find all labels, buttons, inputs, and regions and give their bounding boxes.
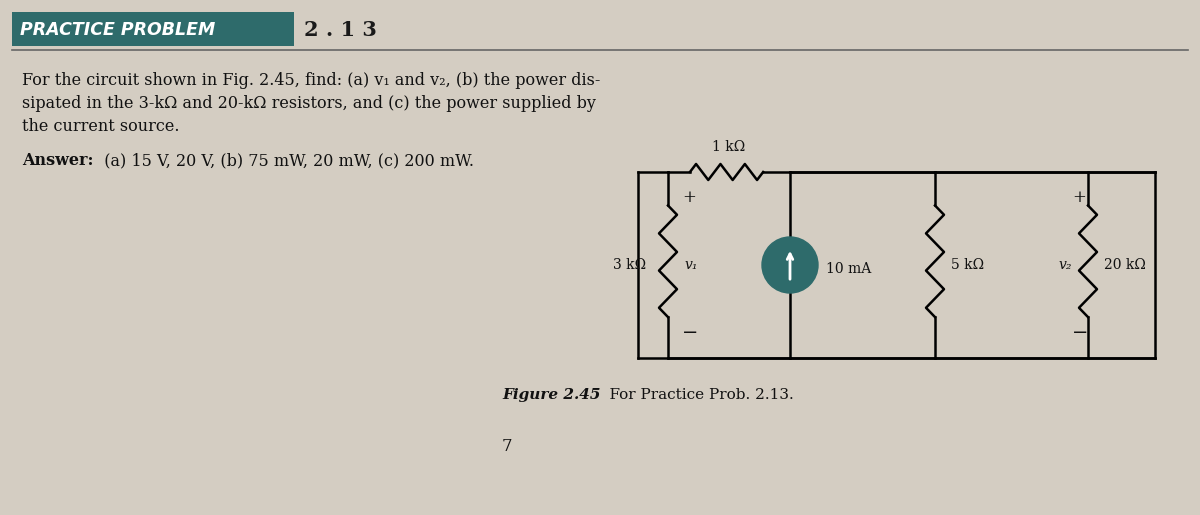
Text: Figure 2.45: Figure 2.45 [502, 388, 600, 402]
Text: 5 kΩ: 5 kΩ [952, 258, 984, 272]
Text: v₁: v₁ [684, 258, 697, 272]
Text: 20 kΩ: 20 kΩ [1104, 258, 1146, 272]
Text: 7: 7 [502, 438, 512, 455]
Text: the current source.: the current source. [22, 118, 180, 135]
Text: 1 kΩ: 1 kΩ [713, 140, 745, 154]
Text: For the circuit shown in Fig. 2.45, find: (a) v₁ and v₂, (b) the power dis-: For the circuit shown in Fig. 2.45, find… [22, 72, 600, 89]
Text: 2 . 1 3: 2 . 1 3 [304, 20, 377, 40]
Text: 3 kΩ: 3 kΩ [613, 258, 646, 272]
Text: +: + [1072, 188, 1086, 205]
Text: +: + [682, 188, 696, 205]
Text: For Practice Prob. 2.13.: For Practice Prob. 2.13. [590, 388, 793, 402]
Text: −: − [682, 324, 698, 342]
Text: (a) 15 V, 20 V, (b) 75 mW, 20 mW, (c) 200 mW.: (a) 15 V, 20 V, (b) 75 mW, 20 mW, (c) 20… [94, 152, 474, 169]
Circle shape [762, 237, 818, 293]
Text: PRACTICE PROBLEM: PRACTICE PROBLEM [20, 21, 215, 39]
Text: v₂: v₂ [1058, 258, 1072, 272]
Text: −: − [1072, 324, 1088, 342]
Text: sipated in the 3-kΩ and 20-kΩ resistors, and (c) the power supplied by: sipated in the 3-kΩ and 20-kΩ resistors,… [22, 95, 596, 112]
FancyBboxPatch shape [12, 12, 294, 46]
Text: 10 mA: 10 mA [826, 262, 871, 276]
Text: Answer:: Answer: [22, 152, 94, 169]
